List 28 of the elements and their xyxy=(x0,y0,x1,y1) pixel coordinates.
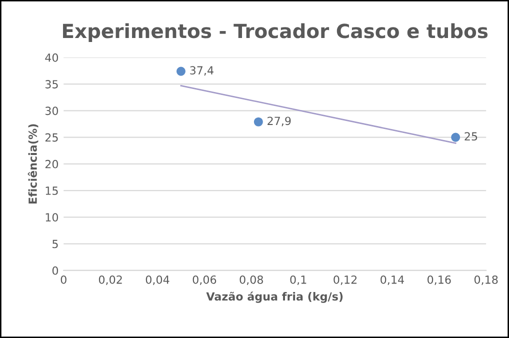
y-tick-label: 35 xyxy=(45,80,58,88)
x-tick-label: 0,1 xyxy=(290,275,306,285)
y-tick-label: 15 xyxy=(46,186,58,195)
x-tick-label: 0 xyxy=(60,275,66,284)
x-tick-label: 0,02 xyxy=(98,275,122,285)
point xyxy=(254,117,263,126)
y-tick-label: 10 xyxy=(46,213,58,222)
y-tick-label: 0 xyxy=(52,266,58,275)
point xyxy=(176,66,186,76)
x-tick-label: 0,08 xyxy=(240,275,263,285)
y-tick-label: 20 xyxy=(45,160,58,168)
data-label: 37,4 xyxy=(190,66,214,76)
x-tick-label: 0,18 xyxy=(474,275,498,285)
chart-title: Experimentos - Trocador Casco e tubos xyxy=(63,23,488,42)
x-tick-label: 0,14 xyxy=(380,275,404,285)
x-tick-label: 0,06 xyxy=(192,275,216,285)
data-label: 27,9 xyxy=(268,116,291,126)
point xyxy=(451,132,460,142)
y-tick-label: 30 xyxy=(45,106,58,116)
x-axis-title: Vazão água fria (kg/s) xyxy=(206,292,343,303)
data-label: 25 xyxy=(464,132,478,141)
x-tick-label: 0,04 xyxy=(146,275,170,285)
y-axis-title: Eficiência(%) xyxy=(28,124,38,204)
y-tick-label: 5 xyxy=(52,240,58,248)
y-tick-label: 40 xyxy=(45,53,58,62)
y-tick-label: 25 xyxy=(45,133,58,142)
x-tick-label: 0,12 xyxy=(334,275,357,285)
x-tick-label: 0,16 xyxy=(428,275,451,285)
